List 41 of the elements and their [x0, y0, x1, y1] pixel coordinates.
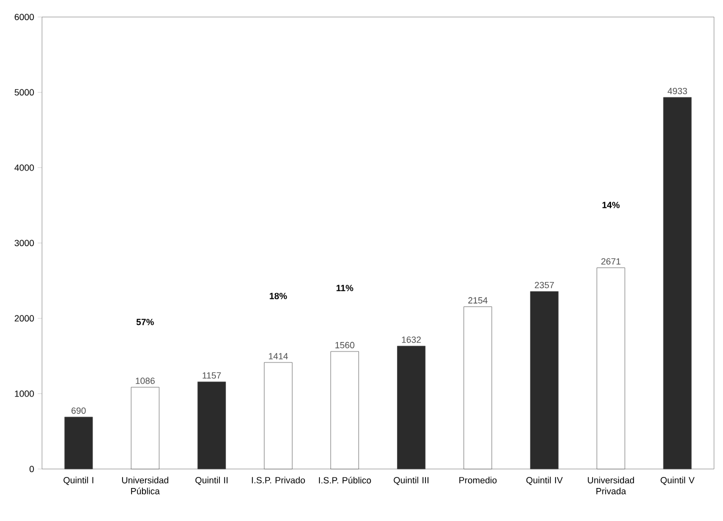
x-tick-label: Quintil V [660, 476, 695, 485]
bar [264, 362, 292, 470]
x-tick-label: Quintil IV [526, 476, 563, 485]
data-label: 1157 [202, 372, 221, 379]
data-label: 2671 [601, 258, 620, 265]
y-tick-label: 6000 [14, 14, 34, 20]
bar [330, 351, 359, 470]
bar [64, 416, 93, 470]
x-tick-label: Quintil I [64, 476, 94, 485]
x-tick-label: Universidad Privada [588, 476, 634, 494]
y-tick-label: 0 [30, 466, 34, 472]
x-tick-label: Promedio [459, 476, 497, 484]
x-tick-label: I.S.P. Privado [252, 476, 305, 484]
x-tick-label: Quintil III [394, 476, 428, 485]
annotation: 11% [336, 284, 354, 292]
bar [464, 306, 492, 470]
data-label: 1632 [402, 336, 421, 343]
annotation: 14% [602, 202, 620, 208]
bar [130, 386, 160, 470]
data-label: 690 [72, 407, 86, 414]
y-tick-label: 1000 [14, 390, 34, 397]
annotation: 18% [270, 292, 287, 300]
bar [663, 97, 692, 470]
x-tick-label: Universidad Pública [122, 476, 168, 494]
data-label: 4933 [668, 88, 687, 94]
y-tick-label: 2000 [14, 315, 34, 322]
data-label: 2154 [468, 297, 488, 304]
bar [397, 346, 426, 470]
data-label: 2357 [534, 282, 554, 288]
data-label: 1086 [136, 378, 155, 384]
x-tick-label: Quintil II [195, 476, 228, 485]
bar [197, 382, 226, 470]
y-tick-label: 3000 [14, 240, 34, 246]
annotation: 57% [136, 318, 154, 326]
data-label: 1414 [268, 353, 288, 360]
bar [596, 268, 626, 470]
data-label: 1560 [335, 342, 354, 348]
y-tick-label: 5000 [14, 89, 34, 96]
y-tick-label: 4000 [14, 164, 34, 171]
bar [530, 291, 559, 470]
x-tick-label: I.S.P. Público [318, 476, 371, 484]
